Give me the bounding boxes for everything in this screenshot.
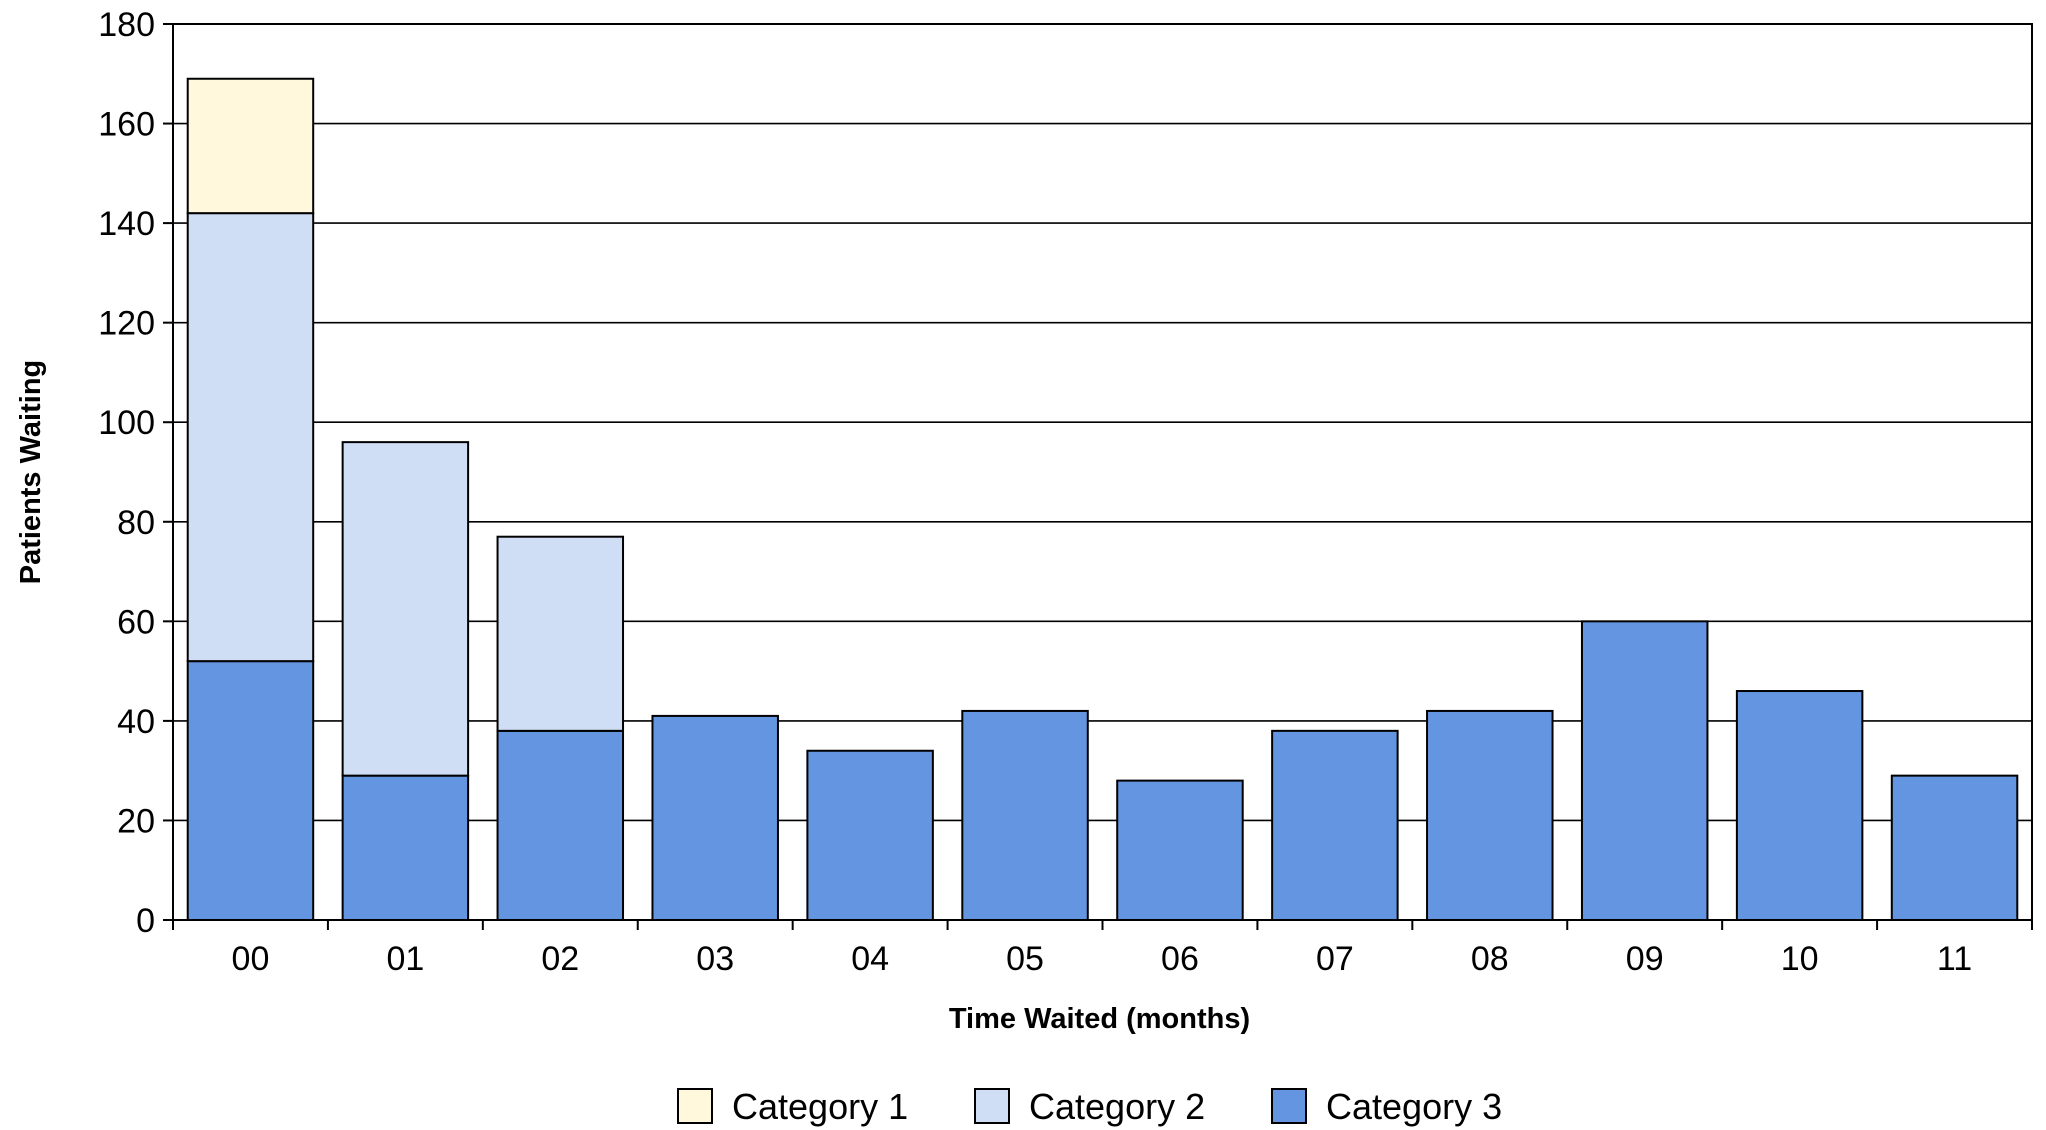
y-tick-label: 160 — [98, 106, 155, 144]
x-tick-label: 08 — [1471, 940, 1509, 978]
bar-category-3-09 — [1580, 620, 1709, 921]
y-axis-ticks: 0 20 40 60 80 100 120 140 160 180 — [98, 6, 173, 940]
x-axis-ticks: 00 01 02 03 04 05 06 07 08 09 10 11 — [172, 920, 2033, 978]
bar-category-3-01 — [341, 774, 470, 922]
x-tick-label: 07 — [1316, 940, 1354, 978]
bar-category-3-03 — [651, 714, 779, 922]
bar-category-3-04 — [806, 749, 934, 921]
y-tick-label: 180 — [98, 6, 155, 44]
bar-category-3-07 — [1271, 729, 1399, 921]
bar-category-3-02 — [496, 729, 625, 921]
bar-category-1-00 — [186, 77, 315, 215]
y-tick-label: 60 — [117, 603, 155, 641]
bar-category-2-01 — [341, 441, 470, 777]
bars — [186, 77, 2019, 922]
bar-category-3-00 — [186, 660, 315, 922]
bar-category-3-08 — [1426, 709, 1554, 922]
y-tick-label: 140 — [98, 205, 155, 243]
bar-category-3-05 — [961, 709, 1089, 922]
legend-label-category-2: Category 2 — [1029, 1086, 1205, 1127]
x-tick-label: 00 — [232, 940, 270, 978]
x-tick-label: 02 — [541, 940, 579, 978]
y-tick-label: 40 — [117, 703, 155, 741]
y-tick-label: 20 — [117, 802, 155, 840]
x-tick-label: 05 — [1006, 940, 1044, 978]
bar-category-3-06 — [1116, 779, 1244, 921]
y-axis-title: Patients Waiting — [15, 360, 47, 585]
x-tick-label: 10 — [1781, 940, 1819, 978]
x-tick-label: 01 — [386, 940, 424, 978]
legend-swatch-category-3 — [1271, 1088, 1307, 1124]
y-tick-label: 0 — [136, 902, 155, 940]
legend-label-category-3: Category 3 — [1326, 1086, 1502, 1127]
legend-swatch-category-1 — [677, 1088, 713, 1124]
x-tick-label: 03 — [696, 940, 734, 978]
y-tick-label: 80 — [117, 504, 155, 542]
bar-category-3-11 — [1890, 774, 2019, 922]
x-tick-label: 06 — [1161, 940, 1199, 978]
bar-category-3-10 — [1735, 690, 1864, 921]
x-tick-label: 04 — [851, 940, 889, 978]
y-tick-label: 120 — [98, 305, 155, 343]
bar-category-2-02 — [496, 535, 625, 732]
legend-label-category-1: Category 1 — [732, 1086, 908, 1127]
y-tick-label: 100 — [98, 404, 155, 442]
bar-category-2-00 — [186, 212, 315, 663]
x-axis-title: Time Waited (months) — [949, 1003, 1250, 1035]
legend-swatch-category-2 — [974, 1088, 1010, 1124]
legend: Category 1 Category 2 Category 3 — [677, 1086, 1502, 1127]
x-tick-label: 09 — [1626, 940, 1664, 978]
x-tick-label: 11 — [1937, 940, 1972, 978]
